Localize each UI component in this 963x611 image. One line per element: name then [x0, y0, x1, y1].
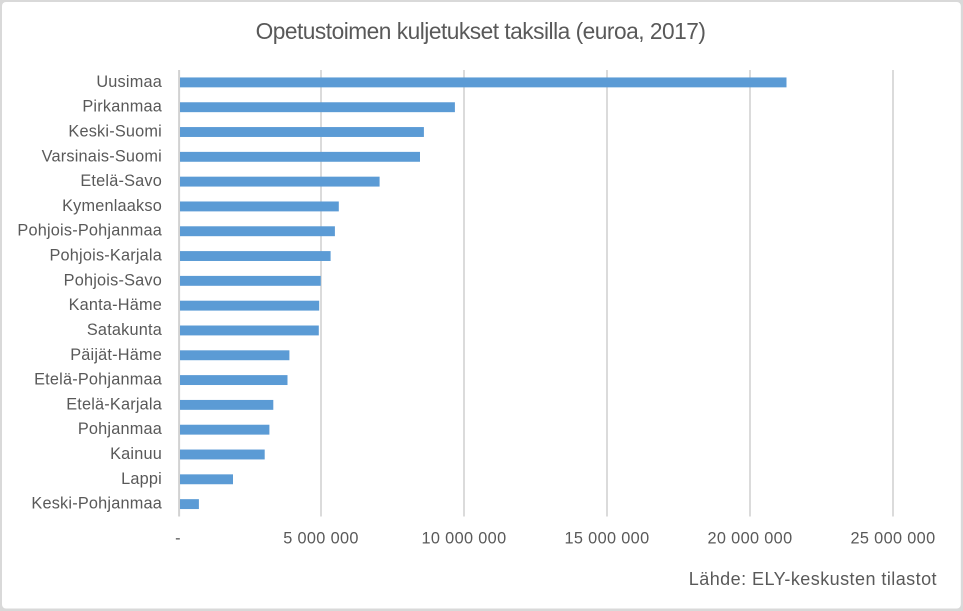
svg-text:Kymenlaakso: Kymenlaakso [62, 197, 162, 215]
svg-text:Keski-Suomi: Keski-Suomi [68, 123, 162, 141]
svg-text:15 000 000: 15 000 000 [565, 530, 650, 548]
svg-text:Pohjois-Savo: Pohjois-Savo [64, 271, 162, 289]
svg-text:Kanta-Häme: Kanta-Häme [69, 296, 162, 314]
svg-text:Kainuu: Kainuu [110, 445, 162, 463]
svg-text:Etelä-Savo: Etelä-Savo [80, 172, 162, 190]
svg-text:Opetustoimen kuljetukset taksi: Opetustoimen kuljetukset taksilla (euroa… [256, 18, 706, 44]
svg-text:Satakunta: Satakunta [87, 321, 163, 339]
svg-text:Lähde: ELY-keskusten tilastot: Lähde: ELY-keskusten tilastot [689, 569, 937, 589]
svg-text:5 000 000: 5 000 000 [283, 530, 359, 548]
svg-text:20 000 000: 20 000 000 [708, 530, 793, 548]
svg-text:Pohjois-Karjala: Pohjois-Karjala [49, 247, 162, 265]
svg-text:Pohjois-Pohjanmaa: Pohjois-Pohjanmaa [17, 222, 162, 240]
svg-text:Pohjanmaa: Pohjanmaa [78, 420, 163, 438]
svg-text:Pirkanmaa: Pirkanmaa [82, 98, 162, 116]
svg-text:Etelä-Karjala: Etelä-Karjala [66, 395, 163, 413]
svg-text:Lappi: Lappi [121, 470, 162, 488]
svg-text:Päijät-Häme: Päijät-Häme [70, 346, 162, 364]
svg-text:-: - [175, 530, 181, 548]
svg-text:Varsinais-Suomi: Varsinais-Suomi [42, 147, 162, 165]
svg-text:Etelä-Pohjanmaa: Etelä-Pohjanmaa [34, 371, 163, 389]
svg-text:Keski-Pohjanmaa: Keski-Pohjanmaa [31, 495, 162, 513]
svg-text:25 000 000: 25 000 000 [851, 530, 936, 548]
svg-text:10 000 000: 10 000 000 [422, 530, 507, 548]
svg-text:Uusimaa: Uusimaa [96, 73, 162, 91]
